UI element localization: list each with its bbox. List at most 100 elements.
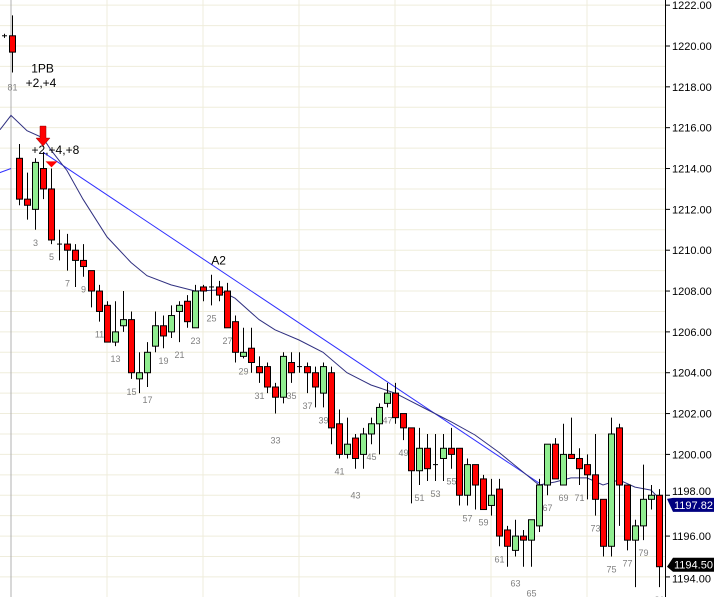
annotation-label: A2 xyxy=(211,253,226,267)
axis-background xyxy=(665,0,714,597)
bar-label: 53 xyxy=(430,489,440,499)
candle-body xyxy=(48,188,55,241)
candle-body xyxy=(464,464,471,496)
bar-label: 19 xyxy=(158,356,168,366)
bar-label: 59 xyxy=(478,518,488,528)
axis-tick-label: 1196.00 xyxy=(672,531,711,543)
axis-tick-label: 1222.00 xyxy=(672,0,712,12)
bar-label: 11 xyxy=(95,330,104,340)
candle-body xyxy=(368,423,375,435)
bar-label: 79 xyxy=(638,548,648,558)
candle-body xyxy=(16,157,23,200)
candle-body xyxy=(224,290,231,329)
bar-label: 33 xyxy=(270,436,280,446)
bar-label: 81 xyxy=(654,595,664,597)
trendline xyxy=(42,151,540,484)
bar-label: 25 xyxy=(206,313,216,323)
bar-label: 75 xyxy=(606,565,616,575)
candle-body xyxy=(152,325,159,347)
bar-label: 67 xyxy=(542,503,552,513)
last-price-tag-bg xyxy=(667,557,714,572)
bar-label: 51 xyxy=(414,493,424,503)
candle-body xyxy=(32,161,39,210)
axis-tick-label: 1208.00 xyxy=(672,286,712,298)
candle-body xyxy=(288,362,295,374)
candle-body xyxy=(512,535,519,551)
candle-body xyxy=(592,474,599,500)
candle-body xyxy=(656,494,663,568)
axis-tick-label: 1194.00 xyxy=(672,574,711,586)
last-price-tag: 1194.50 xyxy=(674,560,713,572)
y-axis[interactable]: 1197.82 1194.50 1194.00 1196.00 1198.00 1200.… xyxy=(665,0,714,597)
grid xyxy=(0,0,665,597)
candle-body xyxy=(80,259,87,268)
bar-labels: 8135791113151719212325272931333537394143… xyxy=(7,83,664,597)
candle-body xyxy=(376,406,383,425)
axis-tick-label: 1202.00 xyxy=(672,409,712,421)
bar-label: 61 xyxy=(494,554,504,564)
sell-triangle-icon xyxy=(45,161,58,168)
candle-body xyxy=(584,464,591,476)
bar-label: 43 xyxy=(350,491,360,501)
candle-body xyxy=(408,427,415,472)
bar-label: 81 xyxy=(7,83,17,93)
candle-body xyxy=(576,457,583,470)
candle-body xyxy=(504,529,511,547)
candle-body xyxy=(600,498,607,547)
bar-label: 15 xyxy=(126,387,136,397)
bar-label: 45 xyxy=(366,452,376,462)
candle-body xyxy=(320,366,327,394)
candle-body xyxy=(472,464,479,486)
candle-body xyxy=(640,498,647,527)
candle-body xyxy=(136,372,143,380)
bar-label: 65 xyxy=(526,589,536,597)
axis-tick-label: 1216.00 xyxy=(672,123,712,135)
candle-body xyxy=(480,478,487,511)
bar-label: 55 xyxy=(446,477,456,487)
axis-tick-label: 1206.00 xyxy=(672,327,712,339)
bar-label: 41 xyxy=(334,466,344,476)
candle-body xyxy=(120,319,127,327)
candle-body xyxy=(632,525,639,541)
candle-body xyxy=(192,290,199,329)
bar-label: 29 xyxy=(238,366,248,376)
candle-body xyxy=(240,351,247,357)
candle-body xyxy=(528,519,535,541)
bar-label: 27 xyxy=(222,336,232,346)
candle-body xyxy=(448,447,455,455)
axis-tick-label: 1210.00 xyxy=(672,245,712,257)
candle-body xyxy=(104,304,111,343)
candle-body xyxy=(392,392,399,419)
candle-body xyxy=(280,355,287,398)
candle-body xyxy=(624,484,631,541)
axis-tick-label: 1212.00 xyxy=(672,204,712,216)
bar-label: 73 xyxy=(590,524,600,534)
candle-body xyxy=(488,494,495,506)
candle-body xyxy=(96,290,103,312)
annotations: 1PB+2,+4 +2,+4,+8 A2 xyxy=(26,62,227,268)
candle-body xyxy=(112,331,119,343)
bar-label: 69 xyxy=(558,493,568,503)
candle-body xyxy=(440,447,447,459)
bar-label: 39 xyxy=(318,415,328,425)
ema-price-tag-bg xyxy=(667,497,714,512)
candle-body xyxy=(200,286,207,292)
candle-body xyxy=(184,300,191,323)
candle-body xyxy=(648,494,655,500)
candles xyxy=(2,15,663,588)
candle-body xyxy=(568,453,575,459)
annotation-label: +2,+4 xyxy=(26,76,57,90)
annotation-label: 1PB xyxy=(31,62,54,76)
candle-body xyxy=(88,270,95,292)
candle-body xyxy=(344,443,351,455)
bar-label: 77 xyxy=(622,558,632,568)
candle-body xyxy=(248,347,255,364)
axis-tick-label: 1200.00 xyxy=(672,449,712,461)
bar-label: 37 xyxy=(302,401,312,411)
bar-label: 17 xyxy=(142,395,152,405)
candle-body xyxy=(40,168,47,190)
bar-label: 71 xyxy=(574,493,584,503)
candle-body xyxy=(520,535,527,541)
candle-body xyxy=(456,447,463,496)
bar-label: 35 xyxy=(286,391,296,401)
